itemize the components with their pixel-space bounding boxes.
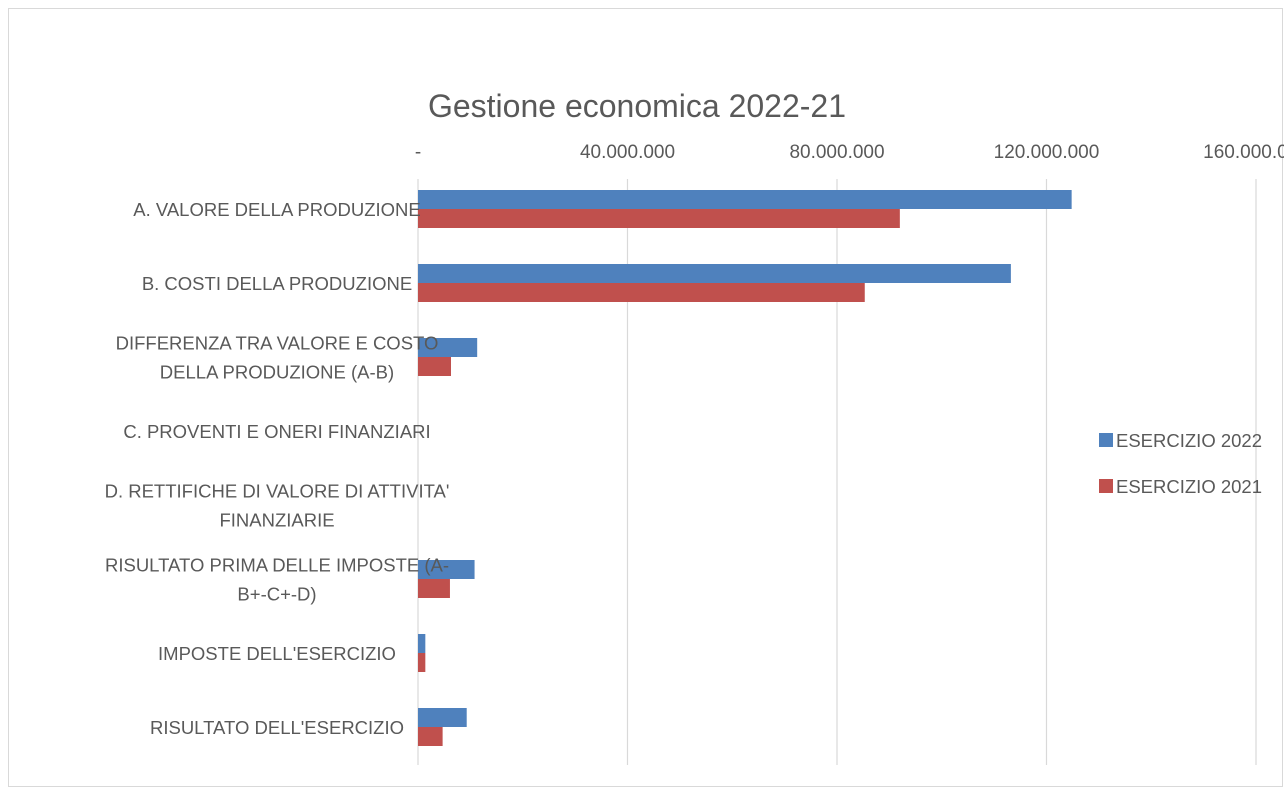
category-label: D. RETTIFICHE DI VALORE DI ATTIVITA' [105,481,450,502]
legend-swatch [1099,433,1113,447]
category-label: RISULTATO PRIMA DELLE IMPOSTE (A- [105,555,449,576]
category-label: DELLA PRODUZIONE (A-B) [160,362,394,383]
category-label: B+-C+-D) [237,584,316,605]
bar-esercizio-2022 [418,634,426,653]
category-labels: A. VALORE DELLA PRODUZIONE B. COSTI DELLA… [105,199,450,738]
x-axis-ticks: - 40.000.000 80.000.000 120.000.000 160.000.… [415,142,1285,163]
category-label: B. COSTI DELLA PRODUZIONE [142,273,412,294]
legend: ESERCIZIO 2022 ESERCIZIO 2021 [1099,430,1262,497]
bar-esercizio-2022 [418,190,1072,209]
bar-esercizio-2022 [418,338,478,357]
bar-esercizio-2021 [418,653,426,672]
legend-swatch [1099,479,1113,493]
bars [418,190,1072,746]
chart-frame: Gestione economica 2022-21 - 40.000.000 80… [8,8,1285,787]
bar-esercizio-2022 [418,708,467,727]
category-label: RISULTATO DELL'ESERCIZIO [150,717,404,738]
category-label: DIFFERENZA TRA VALORE E COSTO [116,333,439,354]
bar-esercizio-2022 [418,560,475,579]
category-label: FINANZIARIE [219,510,334,531]
legend-label: ESERCIZIO 2021 [1116,476,1262,497]
category-label: A. VALORE DELLA PRODUZIONE [133,199,421,220]
category-label: C. PROVENTI E ONERI FINANZIARI [123,421,430,442]
bar-esercizio-2022 [418,264,1011,283]
x-tick-label: 120.000.000 [994,142,1100,163]
x-tick-label: 160.000.000 [1203,142,1284,163]
bar-esercizio-2021 [418,209,900,228]
bar-esercizio-2021 [418,283,865,302]
category-label: IMPOSTE DELL'ESERCIZIO [158,643,396,664]
legend-label: ESERCIZIO 2022 [1116,430,1262,451]
x-tick-label: 40.000.000 [580,142,675,163]
x-tick-label: - [415,142,421,163]
bar-esercizio-2021 [418,727,443,746]
bar-chart: Gestione economica 2022-21 - 40.000.000 80… [105,88,1285,765]
bar-esercizio-2021 [418,579,450,598]
bar-esercizio-2021 [418,357,451,376]
x-tick-label: 80.000.000 [789,142,884,163]
chart-title: Gestione economica 2022-21 [428,88,846,124]
